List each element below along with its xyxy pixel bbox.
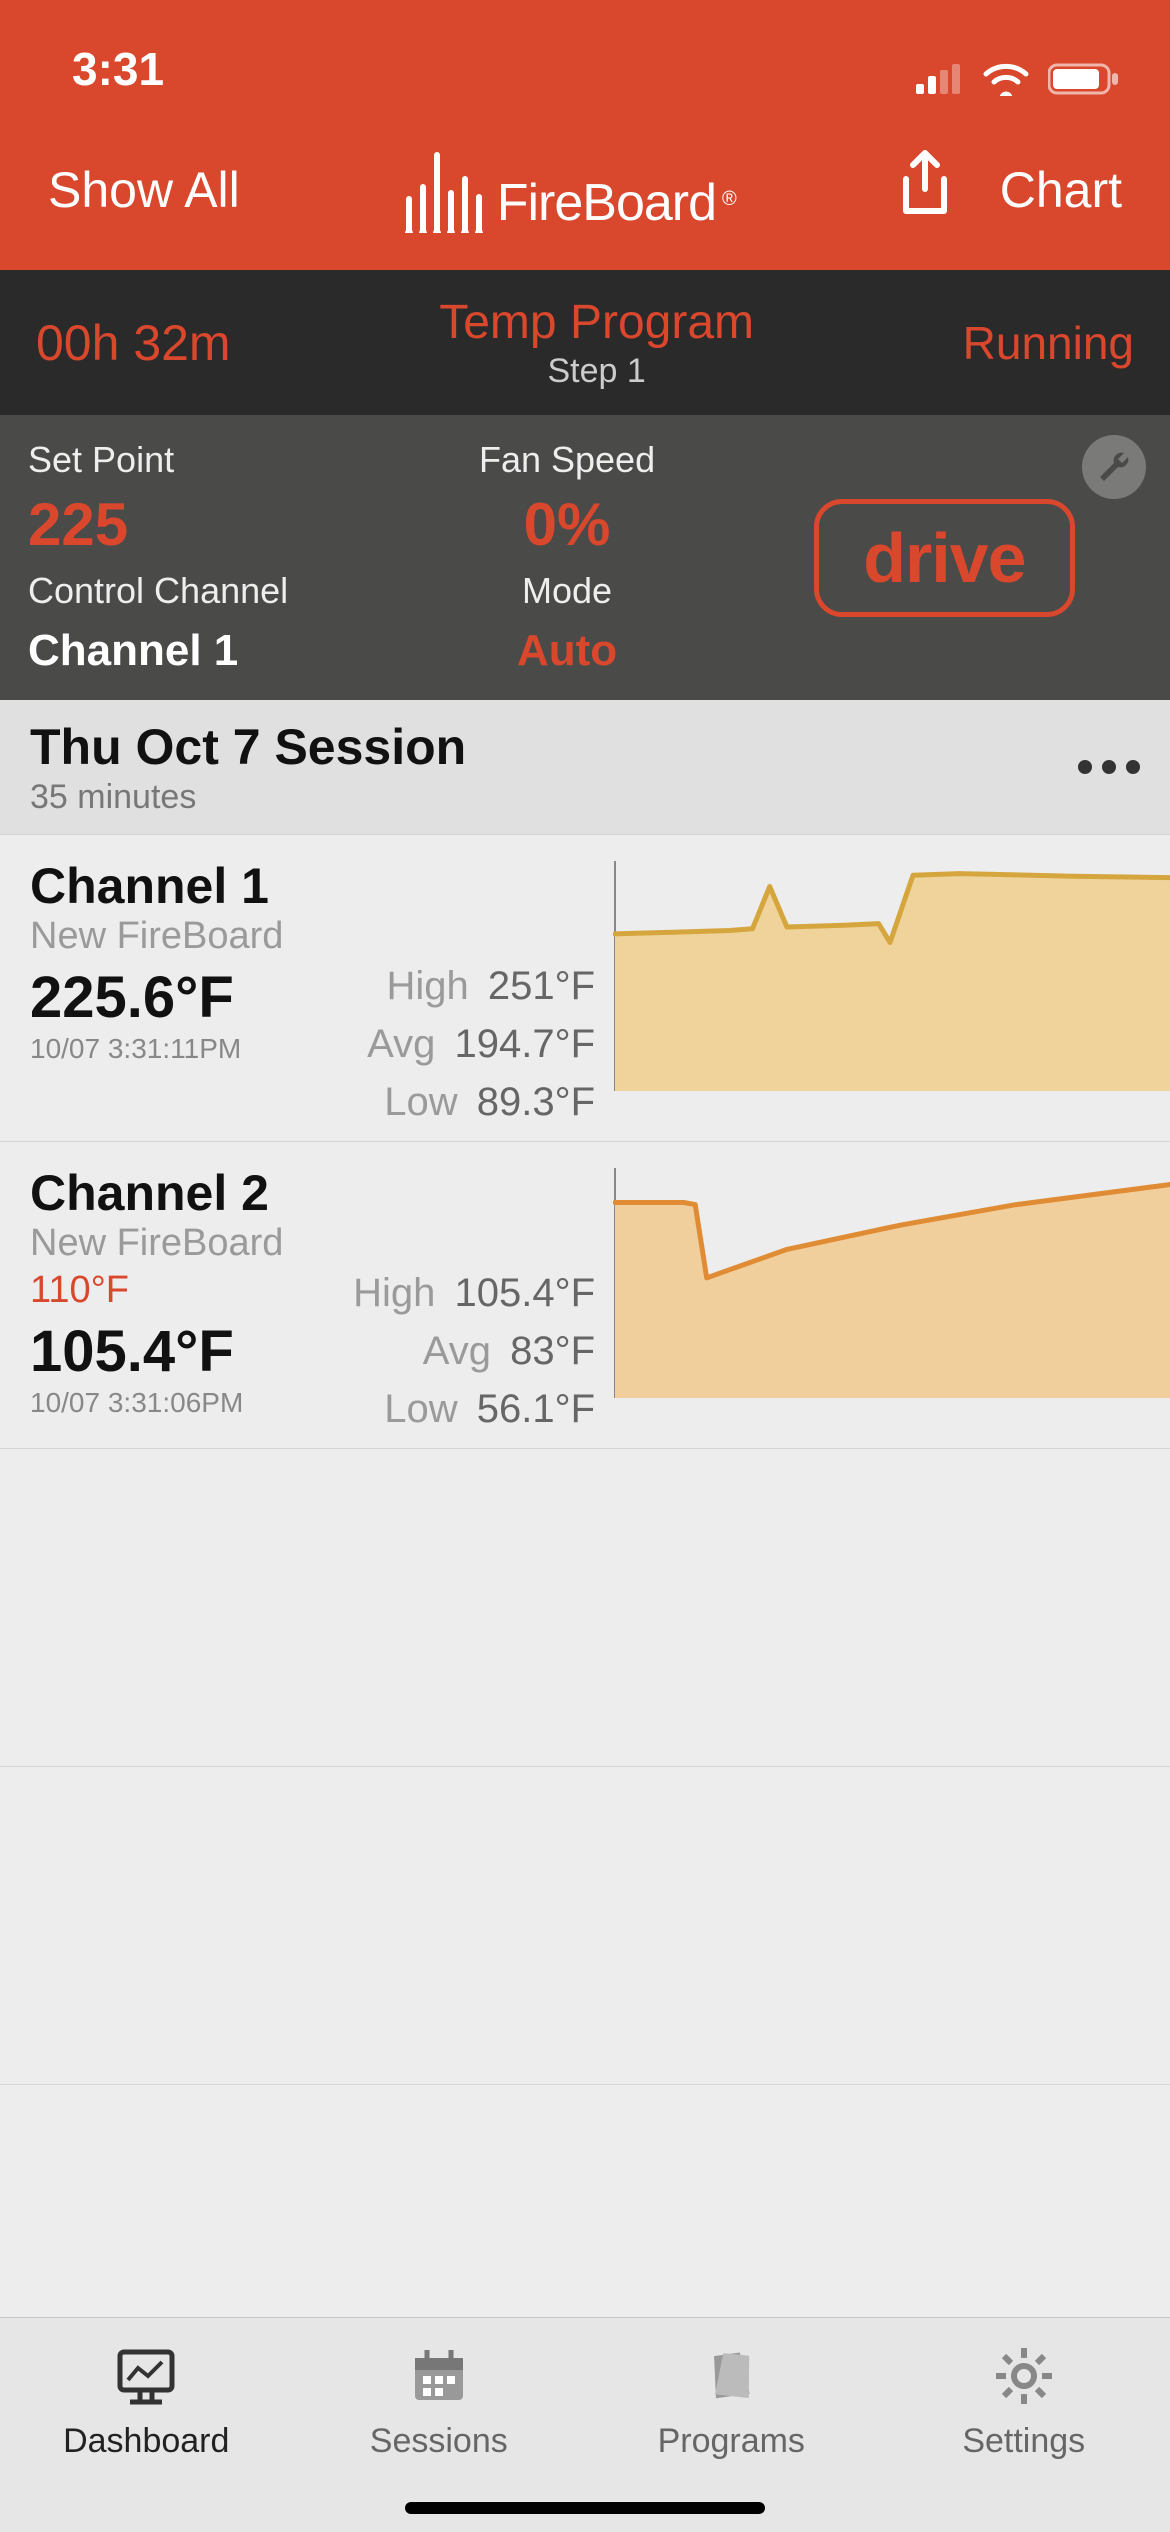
tab-settings[interactable]: Settings — [878, 2318, 1170, 2532]
channel-timestamp: 10/07 3:31:11PM — [30, 1033, 320, 1065]
empty-channel-slot — [0, 1767, 1170, 2085]
dashboard-icon — [110, 2340, 182, 2412]
tab-programs[interactable]: Programs — [585, 2318, 878, 2532]
share-icon — [898, 149, 952, 219]
status-time: 3:31 — [50, 42, 164, 96]
set-point-label: Set Point — [28, 439, 387, 481]
session-more-button[interactable] — [1078, 760, 1140, 774]
program-title: Temp Program — [439, 295, 754, 350]
stat-low: Low 56.1°F — [320, 1380, 595, 1438]
tab-sessions[interactable]: Sessions — [293, 2318, 586, 2532]
drive-panel[interactable]: Set Point 225 Control Channel Channel 1 … — [0, 415, 1170, 700]
channel-name: Channel 2 — [30, 1164, 320, 1222]
empty-channel-slot — [0, 1449, 1170, 1767]
channel-row[interactable]: Channel 2New FireBoard110°F 105.4°F10/07 … — [0, 1142, 1170, 1449]
status-bar: 3:31 — [0, 0, 1170, 110]
drive-badge-text: drive — [863, 518, 1025, 598]
channel-row[interactable]: Channel 1New FireBoard 225.6°F10/07 3:31:… — [0, 835, 1170, 1142]
tab-label: Dashboard — [63, 2422, 229, 2461]
program-info: Temp Program Step 1 — [439, 295, 754, 391]
set-point-value: 225 — [28, 495, 387, 555]
sparkline-chart — [613, 1168, 1170, 1398]
tab-bar: Dashboard Sessions Programs Settings — [0, 2317, 1170, 2532]
tab-label: Sessions — [370, 2422, 508, 2461]
stat-avg: Avg 83°F — [320, 1322, 595, 1380]
channel-target-temp: 110°F — [30, 1269, 320, 1312]
tab-dashboard[interactable]: Dashboard — [0, 2318, 293, 2532]
wrench-icon — [1094, 447, 1134, 487]
session-header[interactable]: Thu Oct 7 Session 35 minutes — [0, 700, 1170, 835]
control-channel-label: Control Channel — [28, 570, 387, 612]
program-status: Running — [963, 316, 1134, 370]
battery-icon — [1048, 62, 1120, 96]
mode-label: Mode — [522, 570, 612, 612]
drive-badge: drive — [814, 499, 1074, 617]
channel-current-temp: 105.4°F — [30, 1318, 320, 1385]
sessions-icon — [403, 2340, 475, 2412]
program-step: Step 1 — [439, 352, 754, 391]
stat-high: High 105.4°F — [320, 1264, 595, 1322]
drive-settings-button[interactable] — [1082, 435, 1146, 499]
program-bar[interactable]: 00h 32m Temp Program Step 1 Running — [0, 270, 1170, 415]
channel-current-temp: 225.6°F — [30, 964, 320, 1031]
channel-timestamp: 10/07 3:31:06PM — [30, 1387, 320, 1419]
stat-avg: Avg 194.7°F — [320, 1015, 595, 1073]
fan-speed-value: 0% — [524, 495, 611, 555]
stat-low: Low 89.3°F — [320, 1073, 595, 1131]
control-channel-value: Channel 1 — [28, 626, 387, 676]
brand-name: FireBoard — [497, 173, 716, 233]
wifi-icon — [982, 62, 1030, 96]
stat-high: High 251°F — [320, 957, 595, 1015]
session-duration: 35 minutes — [30, 778, 466, 817]
share-button[interactable] — [898, 149, 952, 231]
channel-stats: High 105.4°FAvg 83°FLow 56.1°F — [320, 1164, 595, 1438]
programs-icon — [695, 2340, 767, 2412]
channel-device: New FireBoard — [30, 915, 320, 958]
tab-label: Programs — [658, 2422, 805, 2461]
dot-icon — [1102, 760, 1116, 774]
chart-button[interactable]: Chart — [1000, 161, 1122, 219]
app-header: Show All FireBoard ® Chart — [0, 110, 1170, 270]
dot-icon — [1126, 760, 1140, 774]
session-title: Thu Oct 7 Session — [30, 718, 466, 776]
cellular-icon — [916, 64, 964, 94]
channel-chart — [595, 857, 1170, 1131]
mode-value: Auto — [517, 626, 617, 676]
channel-stats: High 251°FAvg 194.7°FLow 89.3°F — [320, 857, 595, 1131]
channel-device: New FireBoard — [30, 1222, 320, 1265]
program-elapsed: 00h 32m — [36, 314, 231, 372]
registered-mark: ® — [722, 188, 737, 211]
fan-speed-label: Fan Speed — [479, 439, 655, 481]
tab-label: Settings — [962, 2422, 1085, 2461]
channel-name: Channel 1 — [30, 857, 320, 915]
home-indicator — [405, 2502, 765, 2514]
status-icons — [916, 62, 1120, 96]
settings-icon — [988, 2340, 1060, 2412]
logo-bars-icon — [401, 147, 491, 233]
sparkline-chart — [613, 861, 1170, 1091]
channel-chart — [595, 1164, 1170, 1438]
brand-logo: FireBoard ® — [401, 147, 737, 233]
dot-icon — [1078, 760, 1092, 774]
show-all-button[interactable]: Show All — [48, 161, 240, 219]
